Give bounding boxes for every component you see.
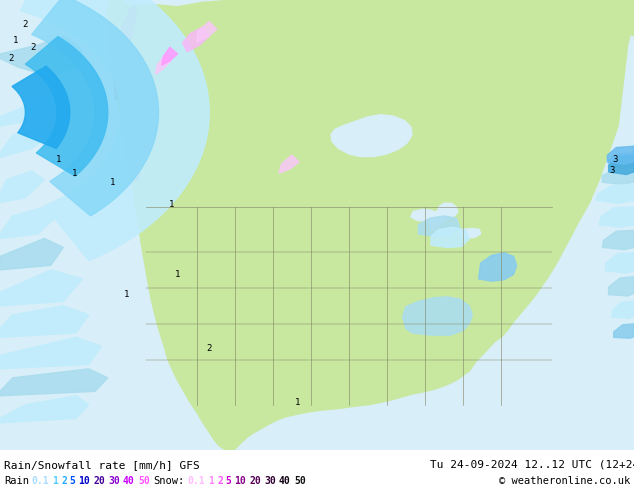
- Text: 2: 2: [30, 43, 36, 52]
- Polygon shape: [418, 216, 460, 236]
- Polygon shape: [614, 324, 634, 338]
- Text: 1: 1: [124, 290, 129, 299]
- Text: 3: 3: [612, 155, 618, 164]
- Polygon shape: [437, 203, 458, 220]
- Polygon shape: [520, 0, 634, 36]
- Polygon shape: [596, 184, 634, 203]
- Polygon shape: [430, 211, 445, 229]
- Text: 0.1: 0.1: [187, 476, 205, 486]
- Text: 1: 1: [110, 178, 115, 187]
- Text: © weatheronline.co.uk: © weatheronline.co.uk: [499, 476, 630, 486]
- Polygon shape: [20, 0, 209, 261]
- Text: 50: 50: [138, 476, 150, 486]
- Polygon shape: [602, 169, 634, 184]
- Polygon shape: [155, 55, 171, 74]
- Polygon shape: [0, 396, 89, 423]
- Polygon shape: [279, 155, 299, 173]
- Polygon shape: [605, 253, 634, 273]
- Polygon shape: [12, 66, 70, 148]
- Text: 1: 1: [295, 398, 301, 407]
- Polygon shape: [0, 270, 82, 306]
- Polygon shape: [602, 230, 634, 249]
- Text: 20: 20: [249, 476, 261, 486]
- Polygon shape: [183, 27, 209, 52]
- Text: 5: 5: [226, 476, 231, 486]
- Text: 2: 2: [23, 20, 28, 29]
- Polygon shape: [0, 126, 51, 157]
- Text: 30: 30: [264, 476, 276, 486]
- Text: 1: 1: [72, 169, 77, 178]
- Text: 1: 1: [169, 200, 174, 209]
- Polygon shape: [0, 36, 82, 76]
- Text: 40: 40: [123, 476, 135, 486]
- Text: 2: 2: [217, 476, 223, 486]
- Polygon shape: [609, 153, 634, 169]
- Polygon shape: [431, 227, 469, 247]
- Polygon shape: [0, 239, 63, 270]
- Text: 40: 40: [279, 476, 291, 486]
- Polygon shape: [479, 253, 517, 281]
- Polygon shape: [0, 207, 57, 239]
- Polygon shape: [609, 155, 634, 174]
- Text: Rain: Rain: [4, 476, 29, 486]
- Polygon shape: [403, 297, 472, 335]
- Text: 1: 1: [53, 476, 58, 486]
- Text: 1: 1: [56, 155, 61, 164]
- Text: 1: 1: [175, 270, 180, 279]
- Polygon shape: [599, 207, 634, 227]
- Text: 3: 3: [609, 167, 614, 175]
- Polygon shape: [32, 0, 158, 216]
- Text: 2: 2: [9, 54, 14, 63]
- Text: 20: 20: [93, 476, 105, 486]
- Polygon shape: [609, 277, 634, 296]
- Polygon shape: [612, 301, 634, 319]
- Text: 10: 10: [234, 476, 246, 486]
- Polygon shape: [108, 0, 634, 450]
- Polygon shape: [411, 209, 437, 221]
- Polygon shape: [25, 37, 108, 176]
- Polygon shape: [197, 22, 217, 43]
- Text: 50: 50: [294, 476, 306, 486]
- Polygon shape: [0, 90, 76, 126]
- Polygon shape: [162, 47, 178, 65]
- Polygon shape: [459, 228, 481, 239]
- Text: 10: 10: [78, 476, 90, 486]
- Polygon shape: [0, 337, 101, 369]
- Text: Snow:: Snow:: [153, 476, 184, 486]
- Text: 5: 5: [70, 476, 75, 486]
- Polygon shape: [331, 115, 412, 156]
- Text: 30: 30: [108, 476, 120, 486]
- Polygon shape: [0, 306, 89, 337]
- Text: 1: 1: [209, 476, 214, 486]
- Text: 1: 1: [13, 36, 18, 45]
- Text: 0.1: 0.1: [31, 476, 49, 486]
- Text: Rain/Snowfall rate [mm/h] GFS: Rain/Snowfall rate [mm/h] GFS: [4, 460, 200, 470]
- Text: 2: 2: [61, 476, 67, 486]
- Polygon shape: [133, 90, 155, 180]
- Polygon shape: [0, 369, 108, 396]
- Text: 2: 2: [207, 344, 212, 353]
- Text: Tu 24-09-2024 12..12 UTC (12+24): Tu 24-09-2024 12..12 UTC (12+24): [430, 460, 634, 470]
- Polygon shape: [114, 4, 136, 99]
- Polygon shape: [607, 146, 634, 164]
- Polygon shape: [0, 171, 44, 202]
